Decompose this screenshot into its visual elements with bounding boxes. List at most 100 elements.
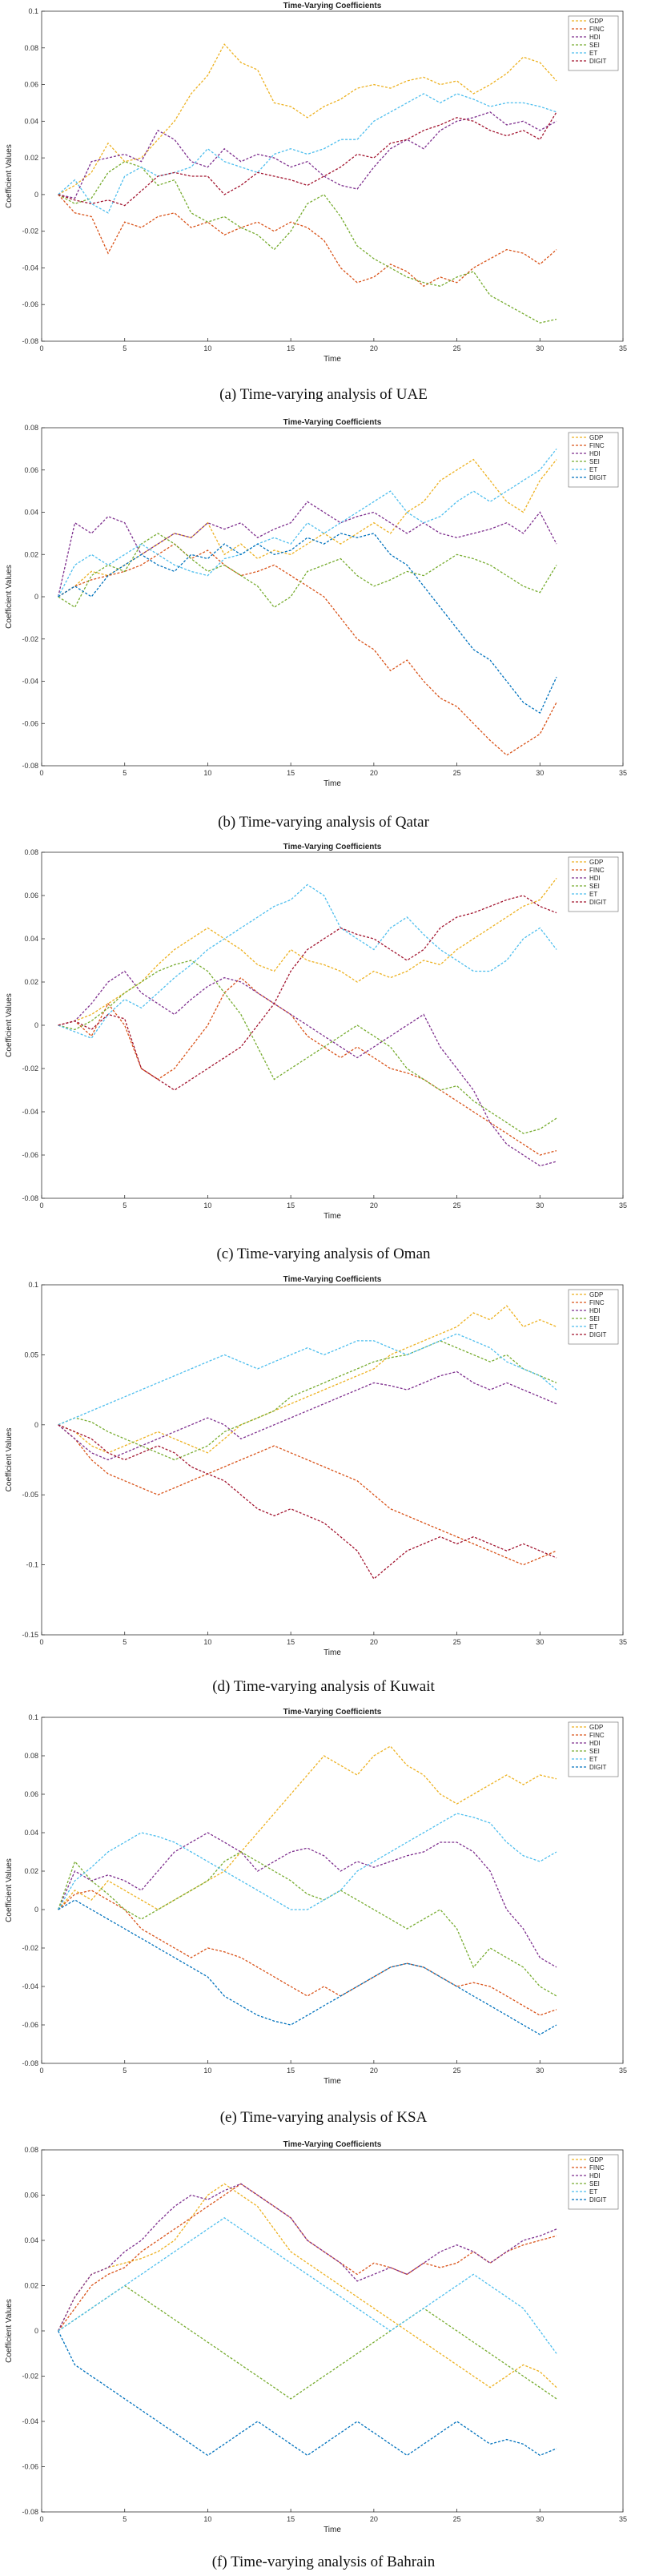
x-tick-label: 10 <box>203 2515 211 2523</box>
chart-qatar: Time-Varying Coefficients 0 5 10 15 20 25 30 35 -… <box>5 418 627 788</box>
y-tick-label: 0 <box>34 1906 38 1914</box>
caption-ksa: (e) Time-varying analysis of KSA <box>219 2109 428 2126</box>
series-line-finc <box>58 976 557 1156</box>
x-tick-label: 20 <box>370 2515 378 2523</box>
series-line-sei <box>58 2284 557 2400</box>
legend-label-digit: DIGIT <box>589 2196 606 2204</box>
chart-oman: Time-Varying Coefficients 0 5 10 15 20 25 30 35 -… <box>5 843 627 1221</box>
x-tick-label: 5 <box>123 769 127 777</box>
legend-label-et: ET <box>589 2188 597 2196</box>
y-tick-label: -0.04 <box>22 678 38 686</box>
y-tick-label: -0.1 <box>26 1561 38 1569</box>
y-tick-label: 0.06 <box>24 466 38 474</box>
plot-area-frame <box>41 1284 624 1636</box>
panel-bahrain: Time-Varying Coefficients 0 5 10 15 20 25 30 35 -… <box>0 2139 647 2576</box>
y-tick-label: -0.05 <box>22 1491 38 1499</box>
series-line-gdp <box>58 1305 557 1454</box>
x-tick-label: 15 <box>287 2067 295 2075</box>
series-line-digit <box>58 2330 557 2457</box>
y-tick-label: 0.1 <box>28 1281 38 1289</box>
chart-title: Time-Varying Coefficients <box>283 2 382 10</box>
x-tick-label: 10 <box>203 1201 211 1210</box>
y-tick-label: -0.08 <box>22 762 38 770</box>
x-axis-label: Time <box>324 2526 341 2534</box>
legend-label-gdp: GDP <box>589 859 603 866</box>
y-tick-label: 0.1 <box>28 1713 38 1721</box>
legend-label-finc: FINC <box>589 26 605 33</box>
y-tick-label: -0.15 <box>22 1631 38 1639</box>
y-axis-label: Coefficient Values <box>5 144 14 208</box>
legend-label-gdp: GDP <box>589 1291 603 1298</box>
chart-uae: Time-Varying Coefficients 0 5 10 15 20 25 30 35 -… <box>5 2 627 364</box>
x-tick-label: 35 <box>619 769 627 777</box>
chart-title: Time-Varying Coefficients <box>283 1275 382 1284</box>
legend-label-hdi: HDI <box>589 875 601 882</box>
series-line-gdp <box>58 458 557 598</box>
y-tick-label: 0.06 <box>24 892 38 900</box>
y-tick-label: 0 <box>34 191 38 199</box>
x-tick-label: 30 <box>536 1201 544 1210</box>
x-tick-label: 10 <box>203 1638 211 1646</box>
legend-box <box>568 15 619 71</box>
x-tick-label: 35 <box>619 344 627 352</box>
series-line-gdp <box>58 2183 557 2389</box>
y-tick-label: 0 <box>34 593 38 601</box>
legend-label-digit: DIGIT <box>589 1764 606 1771</box>
y-tick-label: -0.04 <box>22 264 38 272</box>
y-tick-label: 0.04 <box>24 1829 38 1837</box>
series-line-finc <box>58 1424 557 1566</box>
legend-label-et: ET <box>589 466 597 473</box>
series-line-et <box>58 2217 557 2354</box>
y-tick-label: 0.06 <box>24 81 38 89</box>
series-line-gdp <box>58 43 557 195</box>
chart-title: Time-Varying Coefficients <box>283 418 382 427</box>
series-line-gdp <box>58 1745 557 1910</box>
series-line-et <box>58 93 557 214</box>
x-tick-label: 0 <box>39 2515 43 2523</box>
series-line-digit <box>58 1899 557 2035</box>
chart-title: Time-Varying Coefficients <box>283 843 382 851</box>
legend-label-finc: FINC <box>589 1732 605 1739</box>
x-tick-label: 35 <box>619 1201 627 1210</box>
panel-kuwait: Time-Varying Coefficients 0 5 10 15 20 25 30 35 -… <box>0 1274 647 1706</box>
x-tick-label: 0 <box>39 1201 43 1210</box>
x-tick-label: 20 <box>370 2067 378 2075</box>
x-tick-label: 25 <box>453 1638 461 1646</box>
legend-label-gdp: GDP <box>589 434 603 441</box>
x-tick-label: 5 <box>123 2515 127 2523</box>
legend-label-sei: SEI <box>589 2180 600 2188</box>
x-tick-label: 5 <box>123 1638 127 1646</box>
y-tick-label: -0.06 <box>22 1151 38 1159</box>
plot-area-frame <box>41 10 624 342</box>
series-line-hdi <box>58 1371 557 1461</box>
legend-label-sei: SEI <box>589 1748 600 1755</box>
caption-oman: (c) Time-varying analysis of Oman <box>216 1246 431 1262</box>
x-tick-label: 5 <box>123 2067 127 2075</box>
y-tick-label: 0 <box>34 1421 38 1429</box>
y-tick-label: 0.02 <box>24 1867 38 1875</box>
legend-label-digit: DIGIT <box>589 899 606 906</box>
y-tick-label: 0.1 <box>28 7 38 15</box>
legend-label-hdi: HDI <box>589 450 601 457</box>
legend-label-gdp: GDP <box>589 2156 603 2163</box>
x-axis-label: Time <box>324 355 341 364</box>
x-tick-label: 15 <box>287 1201 295 1210</box>
x-tick-label: 30 <box>536 344 544 352</box>
series-line-finc <box>58 1890 557 2016</box>
y-tick-label: 0.02 <box>24 154 38 162</box>
legend-label-sei: SEI <box>589 1315 600 1322</box>
legend-label-et: ET <box>589 1756 597 1763</box>
x-tick-label: 15 <box>287 1638 295 1646</box>
y-tick-label: 0 <box>34 2327 38 2335</box>
x-tick-label: 5 <box>123 344 127 352</box>
legend-label-finc: FINC <box>589 442 605 449</box>
series-line-digit <box>58 1424 557 1580</box>
series-line-hdi <box>58 111 557 199</box>
y-tick-label: 0.06 <box>24 1790 38 1798</box>
x-tick-label: 30 <box>536 1638 544 1646</box>
series-line-sei <box>58 160 557 324</box>
x-tick-label: 25 <box>453 2515 461 2523</box>
